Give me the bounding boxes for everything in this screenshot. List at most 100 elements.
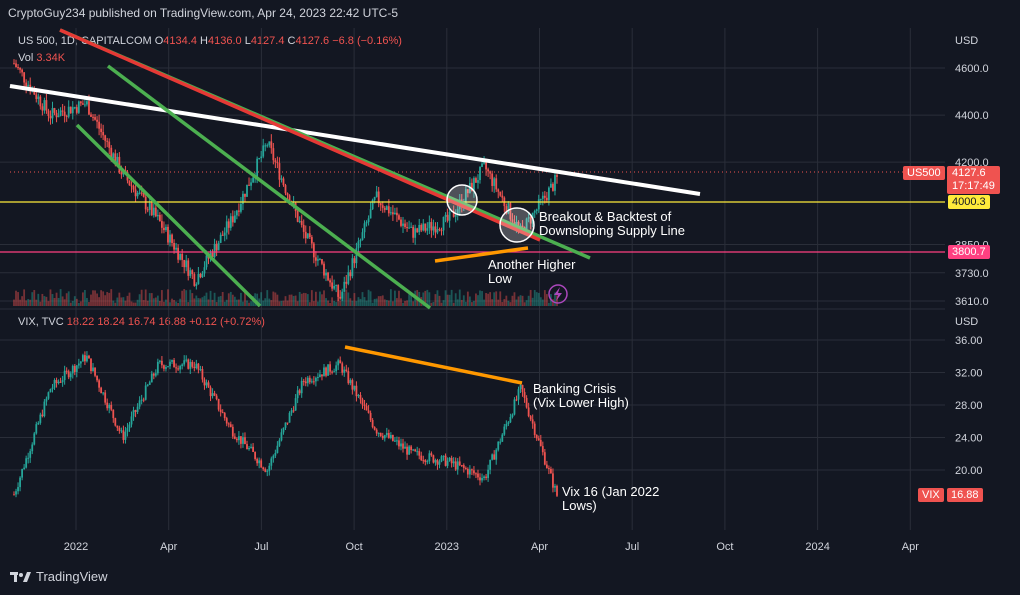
vix-body-239	[497, 441, 500, 450]
volume-bar-136	[288, 294, 291, 306]
vix-body-7	[27, 457, 30, 459]
volume-bar-113	[242, 301, 244, 306]
green-channel-middle[interactable]	[106, 64, 432, 310]
vix-body-59	[132, 410, 135, 417]
annotation-vix16[interactable]: Vix 16 (Jan 2022 Lows)	[562, 484, 660, 513]
us500-body-229	[477, 180, 479, 183]
us500-body-188	[394, 212, 396, 215]
symbol-tag-vix[interactable]: VIX	[918, 488, 944, 502]
vix-body-14	[41, 414, 44, 417]
us500-body-250	[519, 225, 522, 227]
volume-bar-153	[323, 290, 325, 306]
us500-body-62	[138, 192, 141, 194]
annotation-banking-crisis[interactable]: Banking Crisis (Vix Lower High)	[533, 381, 629, 410]
volume-bar-66	[146, 300, 149, 306]
volume-bar-235	[489, 292, 492, 306]
volume-bar-5	[23, 289, 26, 306]
breakout-circle[interactable]	[446, 184, 478, 216]
us500-body-203	[424, 223, 427, 231]
volume-bar-71	[156, 295, 159, 306]
us500-body-232	[483, 161, 485, 164]
vix-tick-4: 20.00	[955, 465, 983, 477]
lightning-icon[interactable]	[548, 284, 568, 304]
us500-body-84	[183, 259, 186, 268]
volume-bar-212	[442, 300, 445, 306]
tradingview-brand[interactable]: TradingView	[10, 569, 108, 584]
us500-body-71	[156, 214, 159, 217]
green-channel-lower[interactable]	[75, 123, 262, 308]
vix-body-39	[92, 367, 94, 372]
vix-body-96	[207, 382, 210, 388]
vix-symbol[interactable]: VIX, TVC	[18, 316, 64, 328]
us500-body-148	[312, 243, 315, 258]
vix-body-92	[199, 369, 202, 371]
yellow-level-tag[interactable]: 4000.3	[948, 195, 990, 209]
volume-bar-264	[547, 302, 550, 306]
us500-body-103	[221, 234, 224, 236]
vix-body-131	[278, 440, 281, 446]
c-label: C	[287, 35, 296, 47]
vix-body-48	[110, 404, 113, 410]
volume-bar-184	[385, 300, 388, 306]
vix-body-52	[118, 427, 121, 431]
volume-bar-209	[436, 290, 439, 306]
volume-bar-18	[49, 289, 52, 306]
orange-vix-lower-high-line[interactable]	[344, 345, 523, 385]
us500-body-15	[43, 100, 46, 111]
backtest-circle[interactable]	[499, 207, 535, 243]
volume-bar-84	[183, 289, 186, 306]
volume-bar-112	[240, 292, 242, 306]
annotation-higher-low[interactable]: Another Higher Low	[488, 257, 576, 286]
volume-bar-30	[73, 296, 76, 306]
vix-last-tag[interactable]: 16.88	[947, 488, 983, 502]
volume-bar-167	[351, 300, 354, 306]
vix-body-188	[394, 440, 396, 442]
volume-bar-175	[367, 289, 370, 306]
volume-bar-8	[29, 299, 32, 306]
orange-higher-low-line[interactable]	[434, 246, 529, 263]
white-trendline[interactable]	[9, 84, 701, 196]
volume-bar-252	[523, 302, 526, 306]
us500-body-51	[116, 156, 119, 165]
us500-body-193	[404, 223, 406, 227]
volume-bar-69	[152, 298, 155, 306]
vix-body-53	[120, 430, 123, 432]
us500-body-7	[27, 84, 30, 87]
us500-body-156	[329, 280, 331, 283]
us500-body-24	[61, 110, 64, 112]
annotation-breakout[interactable]: Breakout & Backtest of Downsloping Suppl…	[539, 209, 685, 238]
volume-bar-171	[359, 298, 362, 306]
volume-bar-178	[373, 298, 376, 306]
volume-bar-9	[31, 292, 34, 306]
price-tick-1: 4400.0	[955, 110, 989, 122]
us500-body-253	[525, 218, 528, 234]
us500-body-6	[25, 82, 28, 87]
volume-bar-187	[391, 301, 394, 306]
volume-bar-257	[533, 290, 536, 306]
volume-bar-70	[154, 297, 157, 306]
volume-bar-4	[21, 296, 24, 306]
last-price-tag[interactable]: 4127.6 17:17:49	[947, 166, 1000, 194]
us500-body-228	[475, 178, 477, 183]
red-supply-line[interactable]	[59, 28, 541, 242]
symbol-tag-us500[interactable]: US500	[903, 166, 945, 180]
volume-bar-234	[487, 293, 490, 306]
volume-bar-186	[389, 289, 392, 306]
volume-bar-134	[284, 296, 287, 306]
vix-body-154	[325, 367, 327, 376]
us500-body-108	[231, 216, 234, 223]
vix-body-3	[19, 477, 21, 488]
volume-bar-122	[260, 292, 263, 306]
us500-body-34	[81, 103, 84, 105]
vix-body-176	[369, 412, 372, 421]
vix-body-51	[116, 425, 119, 428]
time-tick-1: Apr	[160, 541, 177, 553]
vix-body-199	[416, 451, 419, 453]
volume-bar-21	[55, 292, 58, 306]
vix-body-227	[473, 470, 475, 474]
volume-bar-91	[197, 298, 200, 306]
us500-body-122	[260, 156, 263, 158]
pink-level-tag[interactable]: 3800.7	[948, 245, 990, 259]
vix-change: +0.12 (+0.72%)	[189, 316, 265, 328]
